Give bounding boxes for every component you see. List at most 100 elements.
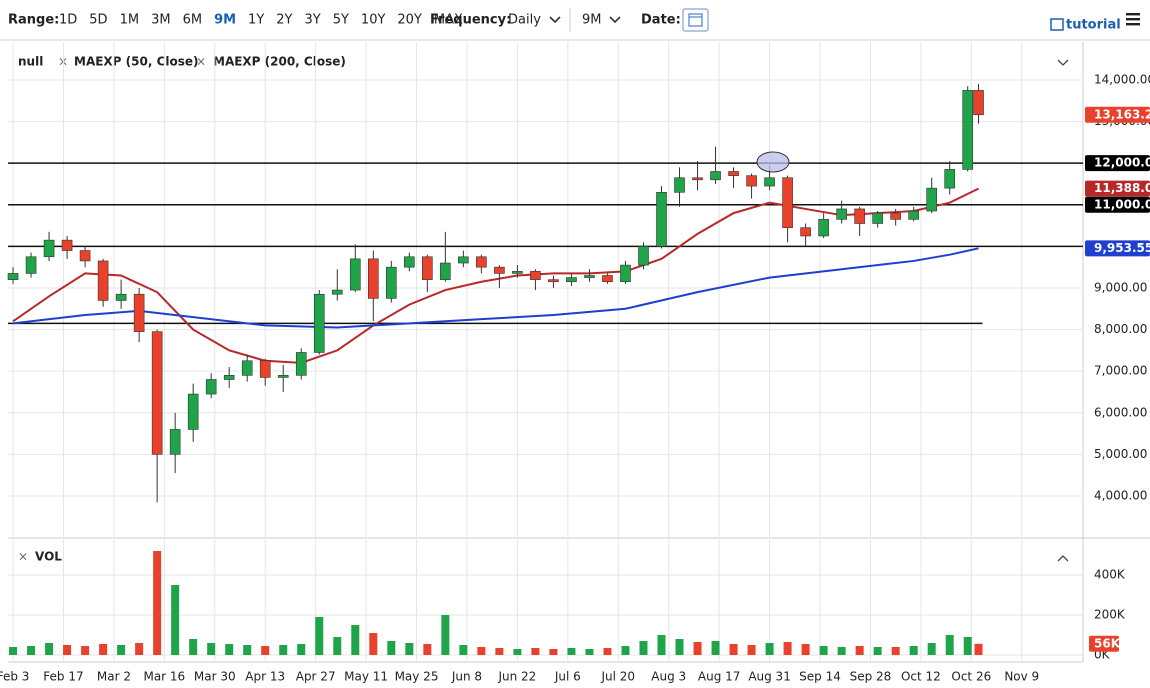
volume-bar [45, 643, 54, 655]
annotation-ellipse [756, 151, 790, 173]
y-tick-label: 4,000.00 [1094, 488, 1147, 502]
candle-body [25, 256, 37, 274]
expand-button[interactable] [1057, 555, 1069, 562]
volume-bar [729, 644, 738, 655]
candle-body [908, 210, 919, 220]
volume-bar [675, 639, 684, 655]
volume-bar [495, 648, 504, 655]
volume-bar [261, 646, 270, 655]
price-label: 56K [1094, 636, 1121, 650]
range-button[interactable]: 5Y [333, 13, 349, 28]
candle-body [602, 275, 613, 283]
volume-bar [974, 643, 983, 655]
candle-body [530, 271, 541, 280]
range-button[interactable]: 3Y [304, 13, 320, 28]
y-tick-label: 6,000.00 [1094, 405, 1147, 419]
candle-body [962, 90, 974, 170]
period-select[interactable]: 9M [582, 13, 602, 28]
legend-entry: MAEXP (200, Close) [213, 55, 346, 69]
volume-bar [9, 647, 18, 655]
volume-bar [801, 644, 810, 655]
candle-body [584, 275, 595, 278]
candle-body [277, 375, 289, 378]
collapse-button[interactable] [1057, 59, 1069, 66]
volume-bar [387, 641, 396, 655]
y-tick-label: 5,000.00 [1094, 447, 1147, 461]
range-button[interactable]: 6M [183, 13, 203, 28]
volume-bar [279, 645, 288, 655]
candle-body [800, 227, 811, 237]
x-tick-label: Feb 3 [0, 670, 29, 684]
y-tick-label: 8,000.00 [1094, 322, 1147, 336]
candle-body [728, 171, 739, 176]
panel-title: VOL [35, 550, 62, 564]
volume-bar [837, 647, 846, 655]
candle-body [476, 256, 487, 268]
volume-bar [891, 647, 900, 655]
volume-bar [153, 551, 162, 655]
candle-body [422, 256, 433, 280]
candle-body [187, 393, 199, 430]
frequency-label: Frequency: [430, 13, 511, 28]
y-tick-label: 7,000.00 [1094, 364, 1147, 378]
candle-body [973, 90, 984, 116]
volume-bar [423, 644, 432, 655]
x-tick-label: Jul 20 [600, 670, 635, 684]
volume-bar [693, 642, 702, 655]
volume-bar [207, 643, 216, 655]
menu-button[interactable] [1126, 13, 1140, 26]
range-button[interactable]: 9M [214, 13, 236, 28]
volume-bar [945, 635, 954, 655]
x-tick-label: Oct 12 [901, 670, 941, 684]
volume-bar [603, 648, 612, 655]
candle-body [61, 239, 73, 251]
candle-body [367, 258, 379, 299]
candle-body [43, 239, 55, 258]
range-button[interactable]: 1M [120, 13, 140, 28]
range-button[interactable]: 1Y [248, 13, 264, 28]
candle-body [223, 375, 235, 380]
candle-body [710, 171, 721, 181]
volume-bar [585, 649, 594, 655]
candle-body [854, 208, 865, 224]
volume-bar [873, 647, 882, 655]
volume-bar [459, 645, 468, 655]
volume-bar [819, 646, 828, 655]
date-label: Date: [641, 13, 681, 28]
calendar-icon [688, 13, 703, 27]
candle-body [169, 429, 181, 455]
volume-bar [909, 646, 918, 655]
ma-line [12, 247, 979, 329]
price-label-box [1085, 196, 1150, 213]
range-button[interactable]: 3M [151, 13, 171, 28]
frequency-select[interactable]: Daily [508, 13, 541, 28]
remove-icon[interactable]: × [196, 55, 206, 69]
range-button[interactable]: MAX [434, 13, 463, 28]
x-tick-label: Sep 14 [799, 670, 841, 684]
tutorial-link[interactable]: tutorial [1066, 18, 1121, 33]
range-button[interactable]: 20Y [397, 13, 422, 28]
volume-bar [225, 644, 234, 655]
candle-body [386, 266, 397, 299]
volume-bar [531, 648, 540, 655]
x-tick-label: Sep 28 [850, 670, 892, 684]
x-tick-label: May 25 [395, 670, 439, 684]
candle-body [746, 175, 757, 187]
range-button[interactable]: 2Y [276, 13, 292, 28]
x-tick-label: Mar 16 [143, 670, 185, 684]
range-button[interactable]: 10Y [361, 13, 386, 28]
volume-bar [405, 643, 414, 655]
volume-bar [441, 615, 450, 655]
calendar-button[interactable] [682, 8, 709, 32]
candle-body [133, 293, 145, 332]
x-tick-label: Jun 8 [451, 670, 482, 684]
candle-body [818, 219, 829, 237]
price-label-box [1085, 155, 1150, 172]
remove-icon[interactable]: × [18, 550, 28, 564]
range-button[interactable]: 1D [59, 13, 77, 28]
x-tick-label: Mar 2 [97, 670, 131, 684]
range-button[interactable]: 5D [89, 13, 107, 28]
x-tick-label: May 11 [344, 670, 388, 684]
